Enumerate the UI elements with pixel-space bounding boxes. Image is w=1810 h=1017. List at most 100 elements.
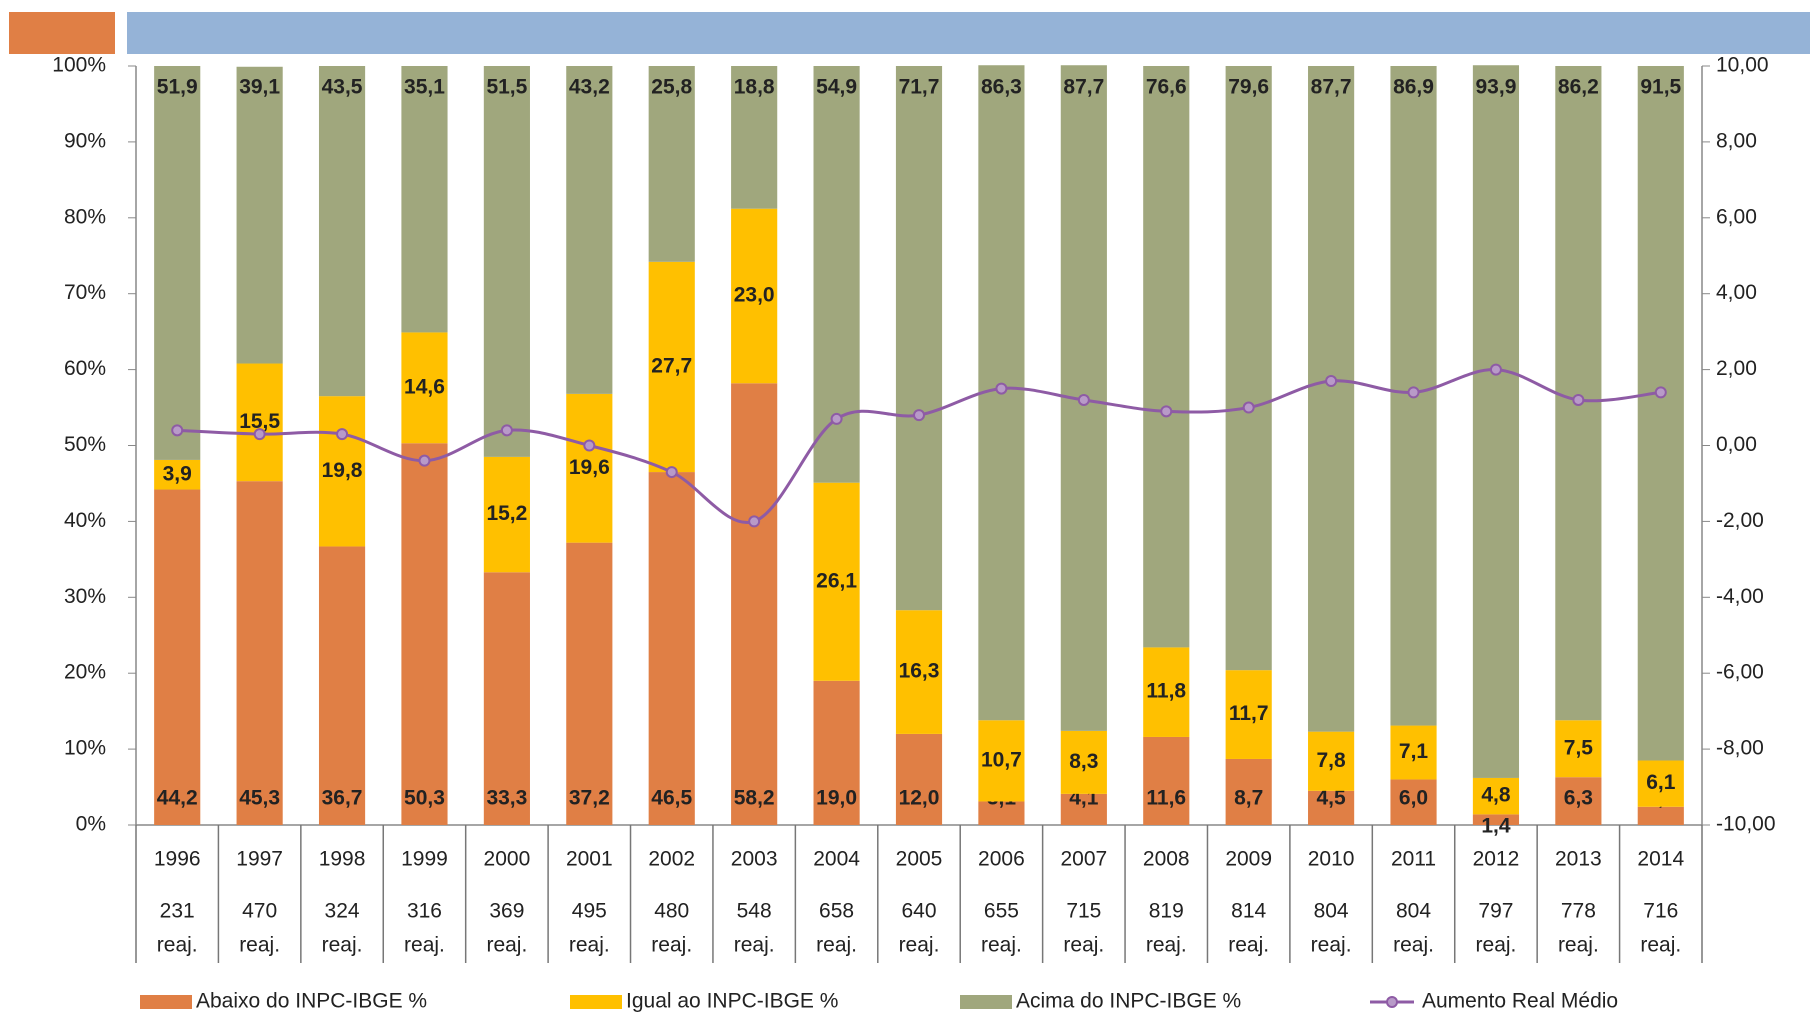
count-unit: reaj. [899,934,940,957]
x-tick-label: 2001 [566,848,613,871]
count-label: 655 [984,900,1019,923]
bar-segment [731,383,778,825]
bar-segment [1472,65,1520,778]
header-bar [127,12,1810,54]
data-label: 87,7 [1063,76,1104,99]
data-label: 6,1 [1646,771,1676,794]
line-marker [418,454,431,467]
y2-tick-label: -8,00 [1716,737,1764,760]
count-label: 778 [1561,900,1596,923]
bar-segment [1308,731,1355,791]
legend-swatch [570,995,622,1009]
bar-segment [731,66,778,209]
data-label: 19,8 [322,459,363,482]
x-tick-label: 1999 [401,848,448,871]
data-label: 51,5 [486,76,527,99]
y-tick-label: 80% [64,205,106,228]
bar-segment [1225,66,1272,671]
count-label: 658 [819,900,854,923]
bar-segment [895,66,943,611]
y2-tick-label: 10,00 [1716,54,1769,77]
x-tick-label: 2002 [648,848,695,871]
y-tick-label: 0% [76,813,106,836]
bar-segment [731,208,778,384]
bar-segment [1390,725,1437,780]
bar-segment [978,801,1025,825]
x-tick-label: 2012 [1473,848,1520,871]
legend-label: Aumento Real Médio [1422,990,1618,1013]
y2-tick-label: 8,00 [1716,129,1757,152]
x-tick-label: 2008 [1143,848,1190,871]
legend-label: Igual ao INPC-IBGE % [626,990,838,1013]
bar-segment [483,456,530,573]
data-label: 12,0 [899,787,940,810]
bar-segment [483,66,530,457]
count-unit: reaj. [1393,934,1434,957]
data-label: 86,2 [1558,76,1599,99]
y-tick-label: 50% [64,433,106,456]
y-tick-label: 60% [64,357,106,380]
bar-segment [1555,66,1602,721]
count-unit: reaj. [404,934,445,957]
data-label: 6,3 [1564,787,1593,810]
bar-segment [318,66,366,397]
count-unit: reaj. [1558,934,1599,957]
data-label: 7,8 [1317,749,1347,772]
data-label: 35,1 [404,76,445,99]
x-tick-label: 2013 [1555,848,1602,871]
y-tick-label: 40% [64,509,106,532]
line-marker [665,466,678,479]
data-label: 50,3 [404,787,445,810]
bar-segment [1555,720,1602,778]
count-label: 324 [325,900,360,923]
count-unit: reaj. [322,934,363,957]
data-label: 19,0 [816,787,857,810]
bar-segment [566,393,613,543]
bar-segment [1472,777,1520,815]
line-marker [1242,401,1255,414]
y2-tick-label: -4,00 [1716,585,1764,608]
x-tick-label: 2011 [1391,848,1436,871]
count-label: 814 [1231,900,1266,923]
data-label: 45,3 [239,787,280,810]
data-label: 39,1 [239,76,280,99]
data-label: 11,8 [1146,680,1186,703]
x-tick-label: 2005 [896,848,943,871]
bar-segment [566,66,613,394]
data-label: 15,2 [486,502,527,525]
count-unit: reaj. [157,934,198,957]
line-marker [1325,374,1338,387]
bar-segment [1472,814,1520,825]
data-label: 7,5 [1564,736,1594,759]
bar-segment [1308,66,1355,732]
data-label: 44,2 [157,787,198,810]
line-marker [1654,386,1667,399]
line-marker [171,424,184,437]
count-unit: reaj. [1476,934,1517,957]
bar-segment [236,66,283,364]
data-label: 86,9 [1393,76,1434,99]
y2-tick-label: 0,00 [1716,433,1757,456]
data-label: 79,6 [1228,76,1269,99]
data-label: 18,8 [734,76,775,99]
data-label: 14,6 [404,375,445,398]
data-label: 8,3 [1069,750,1098,773]
data-label: 87,7 [1311,76,1352,99]
data-label: 1,4 [1481,815,1511,838]
line-marker [500,424,513,437]
data-label: 86,3 [981,76,1022,99]
count-unit: reaj. [1063,934,1104,957]
x-tick-label: 2000 [484,848,531,871]
bar-segment [154,489,201,825]
x-tick-label: 1998 [319,848,366,871]
y-tick-label: 20% [64,661,106,684]
x-tick-label: 2007 [1060,848,1107,871]
data-label: 33,3 [486,787,527,810]
count-label: 316 [407,900,442,923]
data-label: 76,6 [1146,76,1187,99]
data-label: 51,9 [157,76,198,99]
y2-tick-label: 6,00 [1716,205,1757,228]
line-marker [913,409,925,422]
legend-swatch [140,995,192,1009]
bar-segment [236,363,283,482]
